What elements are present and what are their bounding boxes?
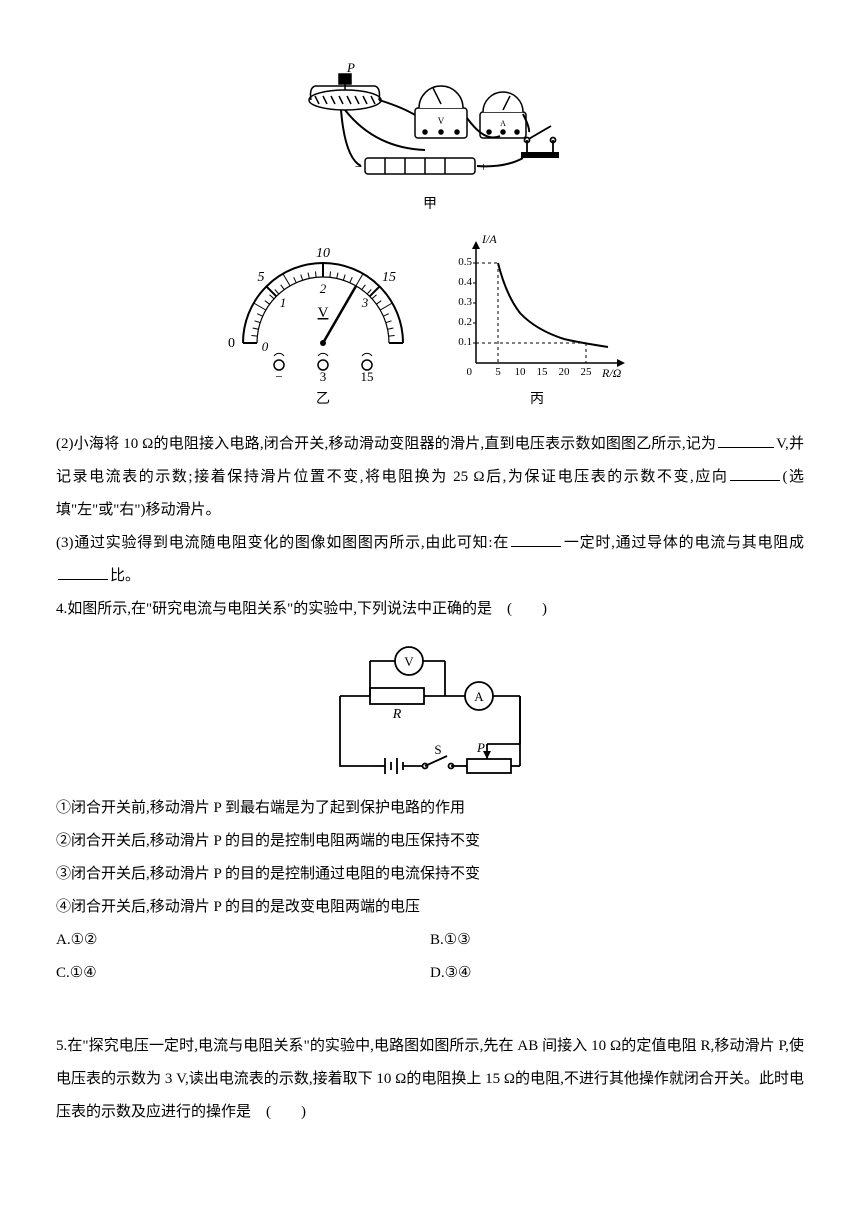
- q4-s3: ③闭合开关后,移动滑片 P 的目的是控制通过电阻的电流保持不变: [56, 858, 804, 891]
- svg-text:P: P: [476, 740, 485, 755]
- q4-optC[interactable]: C.①④: [56, 957, 430, 990]
- voltmeter-dial-svg: 0 5 10 15 0 1 2 3 V: [228, 233, 418, 383]
- figure-label-yi: 乙: [228, 385, 418, 416]
- q5-para: 5.在"探究电压一定时,电流与电阻关系"的实验中,电路图如图所示,先在 AB 间…: [56, 1030, 804, 1129]
- svg-text:15: 15: [361, 369, 374, 383]
- q4-options-row1: A.①② B.①③: [56, 924, 804, 957]
- circuit-photo-svg: P V A: [295, 58, 565, 188]
- figure-circuit-photo: P V A: [56, 58, 804, 221]
- q2-blank-2[interactable]: [730, 466, 780, 481]
- q4-paren: ( ): [507, 601, 547, 617]
- svg-text:10: 10: [515, 366, 527, 378]
- svg-text:0.5: 0.5: [458, 256, 472, 268]
- q3-text-b: 一定时,通过导体的电流与其电阻成: [563, 535, 804, 551]
- svg-text:0: 0: [467, 366, 473, 378]
- q4-optB[interactable]: B.①③: [430, 924, 804, 957]
- svg-text:0.3: 0.3: [458, 296, 472, 308]
- svg-text:0: 0: [262, 339, 269, 354]
- svg-text:1: 1: [280, 295, 287, 310]
- svg-text:25: 25: [581, 366, 593, 378]
- svg-text:R/Ω: R/Ω: [601, 366, 622, 380]
- schematic-svg: R A V S: [315, 636, 545, 786]
- q4-stem-text: 4.如图所示,在"研究电流与电阻关系"的实验中,下列说法中正确的是: [56, 601, 492, 617]
- q5-text-a: 5.在"探究电压一定时,电流与电阻关系"的实验中,电路图如图所示,先在 AB 间…: [56, 1038, 804, 1120]
- q4-s2: ②闭合开关后,移动滑片 P 的目的是控制电阻两端的电压保持不变: [56, 825, 804, 858]
- q4-s4: ④闭合开关后,移动滑片 P 的目的是改变电阻两端的电压: [56, 891, 804, 924]
- q2-para: (2)小海将 10 Ω的电阻接入电路,闭合开关,移动滑动变阻器的滑片,直到电压表…: [56, 428, 804, 527]
- svg-text:15: 15: [382, 270, 396, 285]
- q4-options-row2: C.①④ D.③④: [56, 957, 804, 990]
- q4-optA[interactable]: A.①②: [56, 924, 430, 957]
- svg-text:A: A: [474, 689, 484, 704]
- figure-label-jia: 甲: [295, 190, 565, 221]
- svg-text:0.2: 0.2: [458, 316, 472, 328]
- svg-text:−: −: [275, 369, 282, 383]
- svg-text:0.1: 0.1: [458, 336, 472, 348]
- svg-text:3: 3: [361, 295, 369, 310]
- q2-text-a: (2)小海将 10 Ω的电阻接入电路,闭合开关,移动滑动变阻器的滑片,直到电压表…: [56, 436, 716, 452]
- svg-text:20: 20: [559, 366, 571, 378]
- svg-text:0.4: 0.4: [458, 276, 472, 288]
- q2-blank-1[interactable]: [718, 433, 774, 448]
- svg-text:S: S: [434, 742, 441, 757]
- q3-text-c: 比。: [110, 568, 140, 584]
- svg-text:5: 5: [258, 270, 265, 285]
- svg-text:A: A: [500, 119, 506, 128]
- q3-text-a: (3)通过实验得到电流随电阻变化的图像如图图丙所示,由此可知:在: [56, 535, 509, 551]
- q5-paren: ( ): [266, 1104, 306, 1120]
- q3-blank-2[interactable]: [58, 565, 108, 580]
- svg-text:15: 15: [537, 366, 549, 378]
- svg-text:I/A: I/A: [481, 233, 497, 246]
- q3-para: (3)通过实验得到电流随电阻变化的图像如图图丙所示,由此可知:在 一定时,通过导体…: [56, 527, 804, 593]
- svg-text:V: V: [404, 654, 414, 669]
- svg-text:0: 0: [228, 336, 235, 351]
- svg-text:R: R: [392, 707, 402, 722]
- svg-text:V: V: [438, 116, 445, 126]
- svg-text:10: 10: [316, 246, 330, 261]
- svg-text:3: 3: [320, 369, 327, 383]
- q4-s1: ①闭合开关前,移动滑片 P 到最右端是为了起到保护电路的作用: [56, 792, 804, 825]
- svg-text:2: 2: [320, 281, 327, 296]
- rheostat-label: P: [346, 60, 355, 75]
- q4-optD[interactable]: D.③④: [430, 957, 804, 990]
- figure-schematic: R A V S: [56, 636, 804, 786]
- svg-text:V: V: [318, 305, 329, 321]
- svg-text:5: 5: [495, 366, 501, 378]
- q3-blank-1[interactable]: [511, 532, 561, 547]
- q4-stem: 4.如图所示,在"研究电流与电阻关系"的实验中,下列说法中正确的是 ( ): [56, 593, 804, 626]
- graph-svg: 0.1 0.2 0.3 0.4 0.5 5 10 15: [442, 233, 632, 383]
- figure-row-yi-bing: 0 5 10 15 0 1 2 3 V: [56, 233, 804, 416]
- figure-label-bing: 丙: [442, 385, 632, 416]
